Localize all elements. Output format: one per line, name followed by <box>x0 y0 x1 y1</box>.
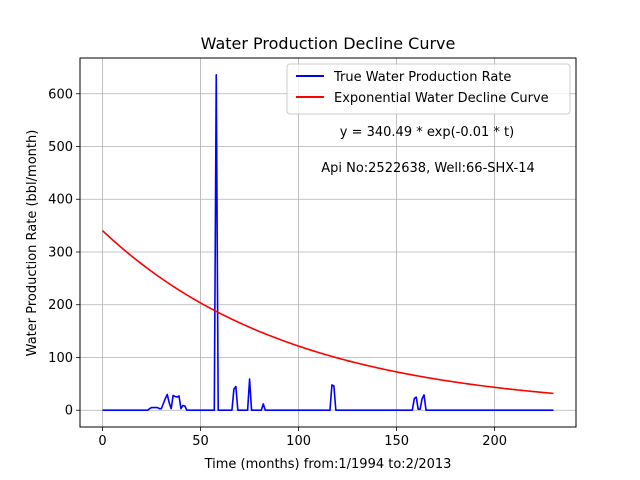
y-tick-label: 300 <box>48 245 73 260</box>
y-axis-ticks: 0 100 200 300 400 500 600 <box>48 87 80 419</box>
legend-label-true-rate: True Water Production Rate <box>333 70 511 85</box>
y-tick-label: 100 <box>48 351 73 366</box>
well-annotation: Api No:2522638, Well:66-SHX-14 <box>321 161 535 176</box>
legend: True Water Production Rate Exponential W… <box>286 63 571 115</box>
series-line-exponential <box>102 230 554 395</box>
x-tick-label: 200 <box>482 434 507 449</box>
grid <box>80 58 576 427</box>
chart-title: Water Production Decline Curve <box>201 34 456 53</box>
x-axis-ticks: 0 50 100 150 200 <box>98 427 507 449</box>
x-tick-label: 50 <box>192 434 209 449</box>
x-axis-label: Time (months) from:1/1994 to:2/2013 <box>204 457 452 472</box>
plot-frame <box>79 57 577 428</box>
series-line-true-rate <box>102 73 554 412</box>
series-layer <box>102 73 554 412</box>
y-tick-label: 500 <box>48 140 73 155</box>
y-tick-label: 400 <box>48 193 73 208</box>
y-tick-label: 200 <box>48 298 73 313</box>
equation-annotation: y = 340.49 * exp(-0.01 * t) <box>340 125 514 140</box>
y-tick-label: 600 <box>48 87 73 102</box>
x-tick-label: 100 <box>286 434 311 449</box>
y-tick-label: 0 <box>65 404 73 419</box>
x-tick-label: 0 <box>98 434 106 449</box>
legend-box <box>286 63 571 115</box>
x-tick-label: 150 <box>384 434 409 449</box>
y-axis-label: Water Production Rate (bbl/month) <box>25 130 40 357</box>
legend-label-exponential: Exponential Water Decline Curve <box>334 91 549 106</box>
